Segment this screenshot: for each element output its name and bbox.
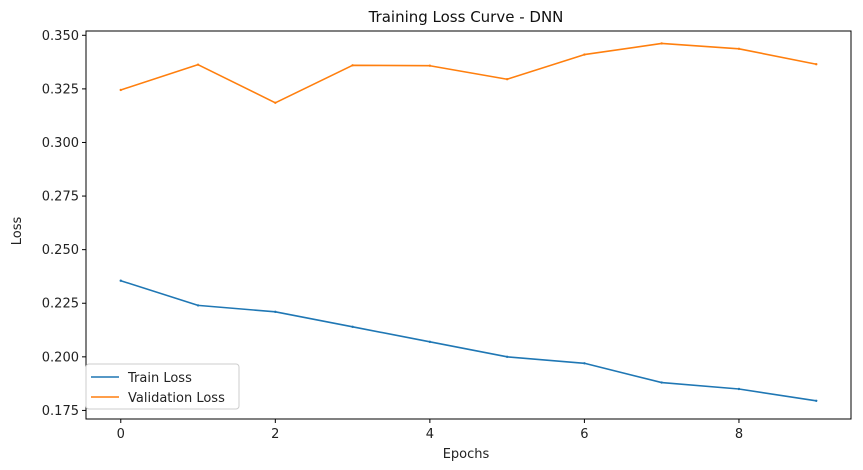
y-tick-label: 0.325 — [42, 82, 79, 97]
data-point-0-5 — [505, 355, 509, 359]
data-point-0-3 — [351, 325, 354, 329]
y-tick-label: 0.350 — [42, 29, 79, 44]
data-point-0-7 — [660, 381, 663, 384]
data-point-1-4 — [428, 64, 432, 67]
x-axis-label: Epochs — [443, 447, 490, 462]
data-point-1-9 — [815, 63, 818, 66]
data-point-0-6 — [583, 362, 586, 365]
x-tick-label: 2 — [271, 427, 279, 442]
x-tick-label: 6 — [580, 427, 588, 442]
data-point-1-1 — [196, 63, 200, 66]
x-tick-label: 4 — [426, 427, 434, 442]
legend: Train Loss Validation Loss — [85, 363, 240, 410]
y-axis-label: Loss — [10, 217, 25, 246]
data-point-0-1 — [196, 304, 200, 307]
data-point-0-9 — [815, 399, 818, 402]
data-point-0-0 — [119, 279, 122, 282]
legend-box — [85, 363, 240, 410]
data-point-1-7 — [660, 42, 663, 45]
y-tick-label: 0.300 — [42, 136, 79, 151]
data-point-0-2 — [274, 310, 277, 314]
x-tick-label: 0 — [117, 427, 125, 442]
y-tick-label: 0.175 — [42, 404, 79, 419]
series-line-0 — [119, 279, 818, 402]
data-point-1-0 — [119, 88, 122, 92]
data-point-0-8 — [737, 387, 741, 391]
data-point-1-8 — [737, 47, 741, 50]
y-tick-label: 0.275 — [42, 190, 79, 205]
x-tick-label: 8 — [735, 427, 743, 442]
chart-title: Training Loss Curve - DNN — [368, 8, 564, 26]
data-point-1-6 — [583, 53, 586, 56]
plot-area: 0 2 4 6 8 0.175 0.200 0.225 0.250 0.275 0.300 0.325… — [42, 29, 852, 442]
y-tick-label: 0.200 — [42, 350, 79, 365]
data-point-1-5 — [505, 78, 509, 81]
series-line-1 — [119, 42, 818, 104]
y-tick-label: 0.225 — [42, 297, 79, 312]
plot-frame — [85, 30, 852, 420]
legend-label-validation: Validation Loss — [128, 391, 225, 406]
data-point-1-3 — [351, 64, 354, 67]
data-point-1-2 — [274, 101, 277, 105]
y-tick-label: 0.250 — [42, 243, 79, 258]
data-point-0-4 — [428, 340, 432, 344]
legend-label-train: Train Loss — [127, 371, 192, 386]
